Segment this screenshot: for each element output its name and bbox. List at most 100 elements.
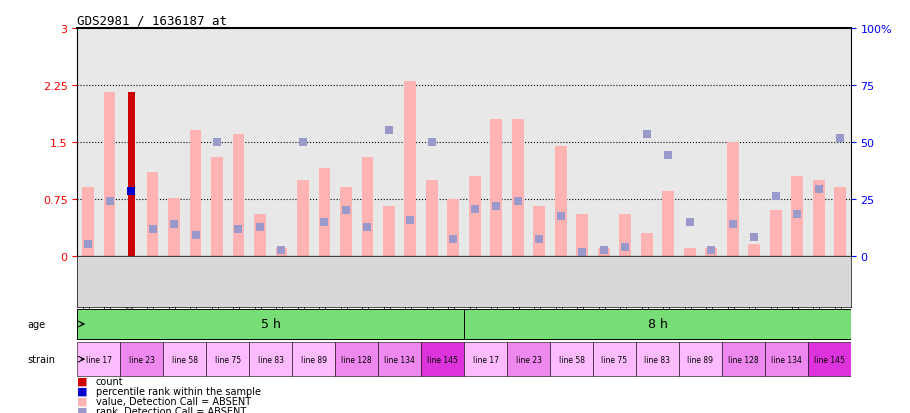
Bar: [276, 249, 288, 256]
Bar: [426, 180, 438, 256]
Bar: [421, 343, 464, 376]
Point: [532, 236, 547, 243]
Text: ■: ■: [77, 386, 88, 396]
Bar: [791, 177, 803, 256]
Bar: [808, 343, 851, 376]
Point: [812, 186, 826, 193]
Point: [661, 153, 675, 159]
Bar: [512, 120, 524, 256]
Text: strain: strain: [27, 354, 56, 364]
Text: value, Detection Call = ABSENT: value, Detection Call = ABSENT: [96, 396, 250, 406]
Point: [682, 219, 697, 225]
Point: [425, 139, 440, 146]
Bar: [705, 249, 717, 256]
Bar: [834, 188, 846, 256]
Text: line 83: line 83: [258, 355, 284, 364]
Text: percentile rank within the sample: percentile rank within the sample: [96, 386, 260, 396]
Bar: [163, 343, 207, 376]
Bar: [598, 249, 610, 256]
Point: [704, 247, 719, 253]
Bar: [189, 131, 201, 256]
Text: line 89: line 89: [300, 355, 327, 364]
Text: line 23: line 23: [516, 355, 541, 364]
Text: GDS2981 / 1636187_at: GDS2981 / 1636187_at: [77, 14, 228, 27]
Bar: [404, 82, 416, 256]
Bar: [662, 192, 674, 256]
Bar: [507, 343, 550, 376]
Bar: [249, 343, 292, 376]
Bar: [641, 233, 652, 256]
Bar: [469, 177, 480, 256]
Point: [575, 249, 590, 256]
Bar: [620, 214, 632, 256]
Point: [640, 132, 654, 138]
Point: [618, 244, 632, 250]
Bar: [297, 180, 308, 256]
Text: ■: ■: [77, 406, 88, 413]
Bar: [748, 244, 760, 256]
Bar: [233, 135, 245, 256]
Bar: [813, 180, 824, 256]
Text: line 145: line 145: [427, 355, 458, 364]
Bar: [168, 199, 180, 256]
Text: line 17: line 17: [472, 355, 499, 364]
Point: [833, 135, 847, 142]
Text: ■: ■: [77, 396, 88, 406]
Bar: [361, 158, 373, 256]
Bar: [335, 343, 379, 376]
Bar: [679, 343, 722, 376]
Point: [81, 241, 96, 248]
Bar: [77, 343, 120, 376]
Bar: [464, 309, 851, 339]
Point: [296, 139, 310, 146]
Text: line 23: line 23: [129, 355, 155, 364]
Bar: [207, 343, 249, 376]
Bar: [340, 188, 352, 256]
Point: [489, 204, 503, 210]
Point: [253, 224, 268, 230]
Bar: [533, 207, 545, 256]
Bar: [77, 309, 464, 339]
Text: count: count: [96, 376, 123, 386]
Text: rank, Detection Call = ABSENT: rank, Detection Call = ABSENT: [96, 406, 246, 413]
Point: [360, 224, 375, 230]
Point: [124, 188, 138, 195]
Text: line 17: line 17: [86, 355, 112, 364]
Point: [318, 219, 332, 225]
Bar: [379, 343, 421, 376]
Text: line 128: line 128: [728, 355, 759, 364]
Bar: [550, 343, 593, 376]
Bar: [292, 343, 335, 376]
Point: [446, 236, 460, 243]
Point: [725, 221, 740, 228]
Bar: [120, 343, 163, 376]
Text: line 75: line 75: [602, 355, 628, 364]
Bar: [448, 199, 460, 256]
Text: line 75: line 75: [215, 355, 241, 364]
Bar: [254, 214, 266, 256]
Bar: [211, 158, 223, 256]
Text: line 134: line 134: [384, 355, 415, 364]
Point: [167, 221, 181, 228]
Point: [468, 206, 482, 212]
Bar: [722, 343, 765, 376]
Point: [403, 217, 418, 224]
Bar: [727, 142, 739, 256]
Bar: [464, 343, 507, 376]
Text: line 89: line 89: [687, 355, 713, 364]
Bar: [555, 146, 567, 256]
Text: ■: ■: [77, 376, 88, 386]
Point: [381, 128, 396, 134]
Text: line 145: line 145: [814, 355, 844, 364]
Point: [146, 226, 160, 233]
Point: [339, 207, 353, 214]
Point: [790, 211, 804, 218]
Text: line 58: line 58: [559, 355, 584, 364]
Point: [511, 198, 525, 205]
Bar: [683, 249, 695, 256]
Bar: [82, 188, 94, 256]
Point: [102, 198, 116, 205]
Bar: [383, 207, 395, 256]
Point: [768, 194, 783, 200]
Text: line 58: line 58: [172, 355, 197, 364]
